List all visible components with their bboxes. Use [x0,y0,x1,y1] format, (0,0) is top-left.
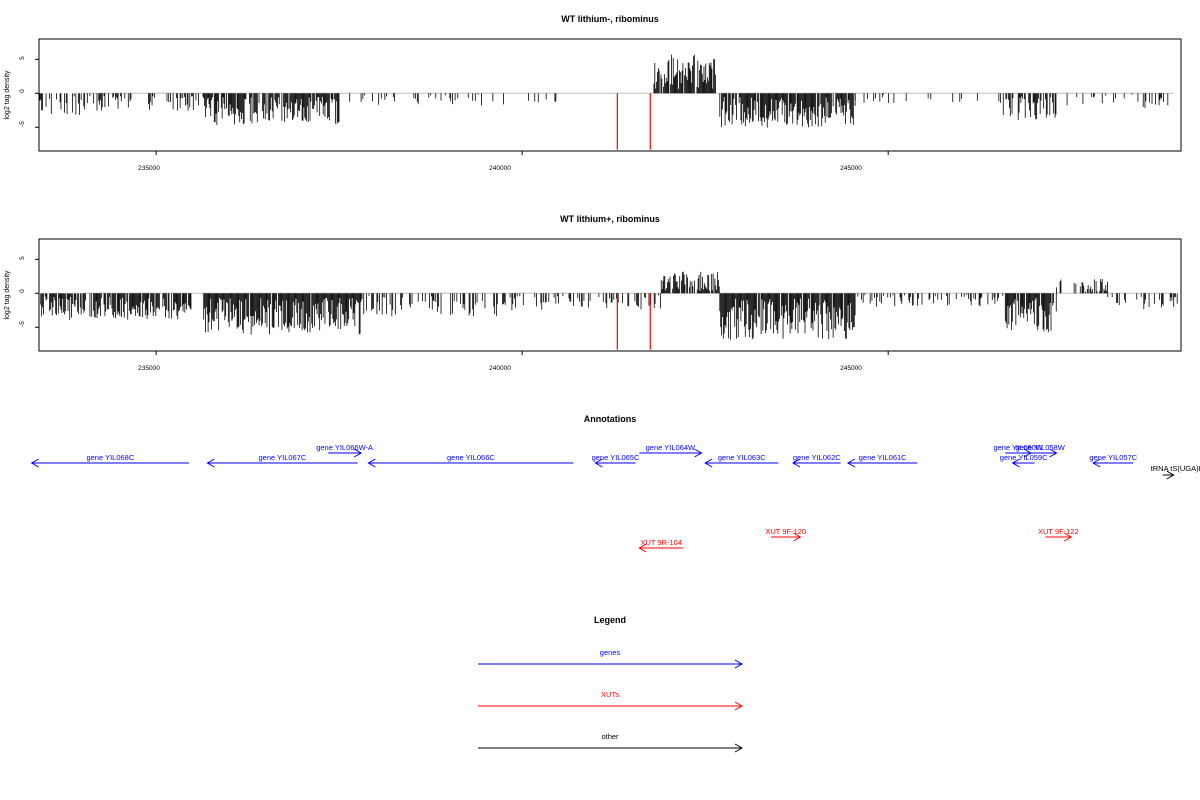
y-axis-label: log2 tag density [4,70,11,120]
feature-gene: gene YIL067C [206,453,358,468]
legend-label: XUTs [601,690,619,699]
x-tick-label: 245000 [840,165,862,172]
x-tick-label: 235000 [138,365,160,372]
feature-arrowhead [353,448,363,458]
feature-label: gene YIL064W [646,443,696,452]
feature-arrowhead [1011,458,1020,468]
feature-arrowhead [793,532,802,542]
y-tick-label: 5 [19,56,26,60]
feature-arrowhead [704,458,713,468]
y-tick-label: -5 [19,321,26,327]
feature-label: gene YIL065C [592,453,640,462]
feature-arrowhead [638,543,647,553]
feature-label: gene YIL060W [993,443,1043,452]
density-panel-lithium-minus: WT lithium-, ribominus log2 tag density … [4,14,1182,172]
feature-label: gene YIL059C [1000,453,1048,462]
feature-arrowhead [1166,470,1175,480]
feature-gene: gene YIL062C [792,453,841,468]
annotations-title: Annotations [584,414,637,424]
feature-gene: gene YIL068C [30,453,190,468]
highlighted-bars [616,293,651,350]
feature-label: gene YIL062C [793,453,841,462]
feature-arrowhead [1049,448,1058,458]
density-panel-lithium-plus: WT lithium+, ribominus log2 tag density … [4,214,1182,372]
panel-title: WT lithium-, ribominus [561,14,659,24]
y-tick-label: -5 [19,121,26,127]
feature-xut: XUT 9R-104 [638,538,684,553]
y-tick-label: 5 [19,256,26,260]
legend-item-other: other [478,732,744,753]
legend-items: genes XUTs other [478,648,744,753]
feature-xut: XUT 9F-122 [1038,527,1079,542]
feature-arrowhead [846,458,856,468]
y-axis-label: log2 tag density [4,270,11,320]
feature-gene: gene YIL066W-A [316,443,373,458]
feature-gene: gene YIL064W [639,443,703,458]
feature-arrows: gene YIL068C gene YIL067C gene YIL066W-A ge… [30,443,1200,553]
legend-arrowhead [734,659,744,669]
feature-arrowhead [367,458,376,468]
y-tick-label: 0 [19,89,26,93]
legend-label: genes [600,648,621,657]
legend-arrowhead [734,743,744,753]
y-tick-label: 0 [19,289,26,293]
feature-arrowhead [1092,458,1101,468]
panel-title: WT lithium+, ribominus [560,214,660,224]
feature-label: gene YIL068C [86,453,134,462]
legend-title: Legend [594,615,626,625]
feature-gene: gene YIL057C [1089,453,1138,468]
feature-gene: gene YIL058W [1015,443,1066,458]
feature-arrowhead [792,458,801,468]
legend-label: other [601,732,619,741]
legend: Legend genes XUTs other [478,615,744,753]
feature-gene: gene YIL066C [367,453,574,468]
feature-gene: gene YIL065C [592,453,640,468]
x-tick-label: 235000 [138,165,160,172]
axis-ticks: 235000 240000 245000 -5 0 5 [19,56,862,172]
legend-item-xut: XUTs [478,690,744,711]
density-bars [35,258,1178,355]
plot-frame [38,38,1182,152]
feature-arrowhead [206,458,215,468]
feature-label: gene YIL061C [859,453,907,462]
highlighted-bars [616,93,651,150]
feature-arrowhead [1063,532,1073,542]
feature-arrowhead [694,448,703,458]
feature-label: gene YIL058W [1015,443,1065,452]
feature-label: gene YIL067C [258,453,306,462]
legend-arrowhead [734,701,744,711]
feature-label: XUT 9F-120 [765,527,806,536]
feature-label: gene YIL066C [447,453,495,462]
x-tick-label: 240000 [489,165,511,172]
feature-gene: gene YIL059C [1000,453,1048,468]
x-tick-label: 240000 [489,365,511,372]
feature-other: tRNA tS(UGA)I [1151,464,1200,480]
axis-ticks: 235000 240000 245000 -5 0 5 [19,256,862,372]
feature-gene: gene YIL063C [704,453,779,468]
feature-gene: gene YIL061C [846,453,918,468]
feature-label: gene YIL057C [1089,453,1137,462]
legend-item-gene: genes [478,648,744,669]
feature-label: XUT 9F-122 [1038,527,1079,536]
feature-label: XUT 9R-104 [640,538,682,547]
feature-arrowhead [594,458,603,468]
x-tick-label: 245000 [840,365,862,372]
density-bars [35,54,1174,155]
feature-arrowhead [30,458,39,468]
feature-label: gene YIL063C [718,453,766,462]
feature-xut: XUT 9F-120 [765,527,806,542]
feature-label: tRNA tS(UGA)I [1151,464,1200,473]
feature-label: gene YIL066W-A [316,443,373,452]
annotations-track: Annotations gene YIL068C gene YIL067Cgene… [30,414,1200,553]
